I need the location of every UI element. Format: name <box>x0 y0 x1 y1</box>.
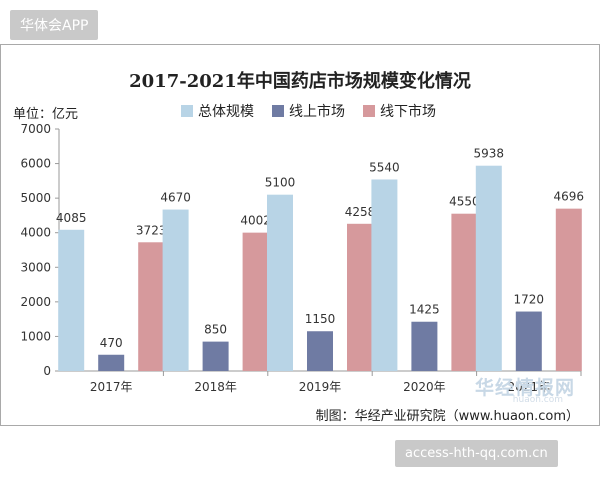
x-tick-label: 2019年 <box>299 380 342 394</box>
data-label-offline: 4696 <box>554 190 585 204</box>
bar-online <box>98 354 125 371</box>
data-label-offline: 4550 <box>449 195 480 209</box>
data-label-total: 4085 <box>56 211 87 225</box>
legend-label-online: 线上市场 <box>289 104 345 120</box>
data-label-total: 5100 <box>265 176 296 190</box>
y-tick-label: 7000 <box>20 122 51 136</box>
data-label-online: 1150 <box>305 312 336 326</box>
bar-total <box>475 165 502 371</box>
y-tick-label: 1000 <box>20 329 51 343</box>
bar-chart: 0 1000 2000 3000 4000 5000 6000 7000 4085 470 3723… <box>20 122 585 394</box>
site-badge: access-hth-qq.com.cn <box>395 440 558 467</box>
bar-offline <box>138 242 165 371</box>
x-tick-label: 2017年 <box>90 380 133 394</box>
legend-swatch-total <box>181 105 193 117</box>
data-label-total: 5938 <box>474 147 505 161</box>
bar-total <box>162 209 189 371</box>
data-label-total: 4670 <box>160 191 191 205</box>
legend-item-offline: 线下市场 <box>363 101 436 121</box>
data-label-total: 5540 <box>369 160 400 174</box>
y-tick-label: 3000 <box>20 260 51 274</box>
legend-item-total: 总体规模 <box>181 101 254 121</box>
data-label-offline: 4002 <box>240 214 271 228</box>
bar-online <box>202 341 229 371</box>
chart-legend: 总体规模 线上市场 线下市场 <box>181 101 436 121</box>
legend-swatch-offline <box>363 105 375 117</box>
app-badge: 华体会APP <box>10 10 99 40</box>
chart-title: 2017-2021年中国药店市场规模变化情况 <box>129 71 471 92</box>
watermark-logo: 华经情报网 <box>474 377 575 399</box>
y-tick-label: 6000 <box>20 157 51 171</box>
data-label-online: 1425 <box>409 303 440 317</box>
watermark-url: huaon.com <box>512 395 563 405</box>
bar-offline <box>555 208 582 371</box>
bar-online <box>411 321 438 371</box>
x-tick-label: 2020年 <box>403 380 446 394</box>
unit-label: 单位：亿元 <box>13 107 79 122</box>
data-label-online: 470 <box>100 336 123 350</box>
bar-online <box>307 331 333 371</box>
bar-offline <box>451 213 478 371</box>
y-tick-label: 2000 <box>20 295 51 309</box>
y-tick-label: 4000 <box>20 226 51 240</box>
y-tick-label: 5000 <box>20 191 51 205</box>
data-label-online: 1720 <box>514 293 545 307</box>
data-label-offline: 4258 <box>345 205 376 219</box>
chart-panel: 2017-2021年中国药店市场规模变化情况 单位：亿元 总体规模 线上市场 线… <box>0 44 600 426</box>
data-label-online: 850 <box>204 323 227 337</box>
bar-offline <box>347 223 373 371</box>
legend-item-online: 线上市场 <box>272 101 345 121</box>
x-tick-label: 2021年 <box>508 380 551 394</box>
bar-total <box>58 229 85 371</box>
legend-label-total: 总体规模 <box>198 104 254 120</box>
source-note: 制图：华经产业研究院（www.huaon.com） <box>315 409 579 424</box>
bar-offline <box>242 232 269 371</box>
bar-total <box>267 194 293 371</box>
y-tick-label: 0 <box>43 364 51 378</box>
data-label-offline: 3723 <box>136 223 167 237</box>
bar-online <box>515 311 542 371</box>
bar-total <box>371 179 398 371</box>
legend-label-offline: 线下市场 <box>380 104 436 120</box>
legend-swatch-online <box>272 105 284 117</box>
x-tick-label: 2018年 <box>194 380 237 394</box>
